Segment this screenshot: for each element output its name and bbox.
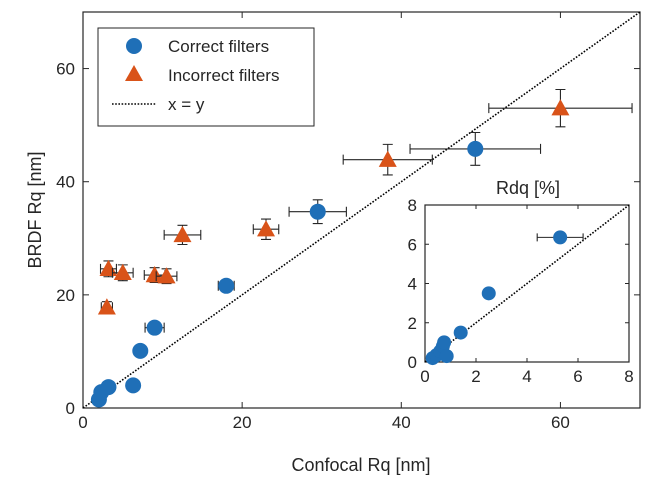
legend-marker-incorrect-filters bbox=[125, 65, 143, 81]
main-x-tick-label: 20 bbox=[233, 413, 252, 432]
main-y-tick-label: 40 bbox=[56, 173, 75, 192]
inset-x-tick-label: 6 bbox=[573, 367, 582, 386]
main-point-incorrect-filters bbox=[173, 225, 192, 243]
main-point-incorrect-filters bbox=[378, 150, 397, 167]
main-x-axis-ticks: 0 20 40 60 bbox=[78, 12, 570, 432]
main-point-correct-filters bbox=[218, 277, 235, 294]
main-point-incorrect-filters bbox=[97, 298, 116, 315]
main-y-tick-label: 60 bbox=[56, 60, 75, 79]
main-x-tick-label: 40 bbox=[392, 413, 411, 432]
inset-x-tick-label: 2 bbox=[471, 367, 480, 386]
inset-y-tick-label: 8 bbox=[408, 196, 417, 215]
inset-x-tick-label: 4 bbox=[522, 367, 531, 386]
main-point-correct-filters bbox=[132, 342, 149, 359]
inset-title: Rdq [%] bbox=[496, 178, 560, 198]
inset-x-tick-label: 0 bbox=[420, 367, 429, 386]
main-point-incorrect-filters bbox=[145, 266, 164, 283]
inset-x-tick-label: 8 bbox=[624, 367, 633, 386]
legend-label-x-equals-y: x = y bbox=[168, 95, 205, 114]
main-y-tick-label: 20 bbox=[56, 286, 75, 305]
legend-label-incorrect-filters: Incorrect filters bbox=[168, 66, 279, 85]
inset-point-data bbox=[437, 335, 452, 350]
inset-point-data bbox=[439, 349, 454, 364]
inset-point-data bbox=[553, 230, 568, 245]
inset-y-tick-label: 6 bbox=[408, 235, 417, 254]
legend-label-correct-filters: Correct filters bbox=[168, 37, 269, 56]
main-y-tick-label: 0 bbox=[66, 399, 75, 418]
main-point-correct-filters bbox=[467, 140, 484, 157]
inset-y-tick-label: 0 bbox=[408, 353, 417, 372]
legend: Correct filters Incorrect filters x = y bbox=[97, 27, 315, 127]
inset-y-axis-ticks: 0 2 4 6 8 bbox=[408, 196, 629, 372]
main-point-incorrect-filters bbox=[551, 99, 570, 116]
main-x-tick-label: 60 bbox=[551, 413, 570, 432]
main-point-correct-filters bbox=[125, 377, 142, 394]
legend-marker-correct-filters bbox=[126, 38, 142, 54]
inset-y-tick-label: 2 bbox=[408, 314, 417, 333]
main-point-correct-filters bbox=[309, 203, 326, 220]
inset-point-data bbox=[453, 325, 468, 340]
inset-y-tick-label: 4 bbox=[408, 275, 417, 294]
main-x-tick-label: 0 bbox=[78, 413, 87, 432]
main-point-incorrect-filters bbox=[157, 267, 176, 284]
inset-point-data bbox=[481, 286, 496, 301]
main-point-correct-filters bbox=[100, 379, 117, 396]
main-series-layer bbox=[82, 11, 641, 409]
x-axis-title: Confocal Rq [nm] bbox=[291, 455, 430, 475]
main-point-incorrect-filters bbox=[257, 220, 276, 237]
main-point-incorrect-filters bbox=[113, 263, 132, 280]
main-point-correct-filters bbox=[146, 319, 163, 336]
y-axis-title: BRDF Rq [nm] bbox=[25, 151, 45, 268]
inset-plot: Rdq [%] 0 2 4 6 8 0 2 4 6 8 bbox=[408, 178, 634, 386]
inset-series-layer bbox=[424, 204, 630, 366]
